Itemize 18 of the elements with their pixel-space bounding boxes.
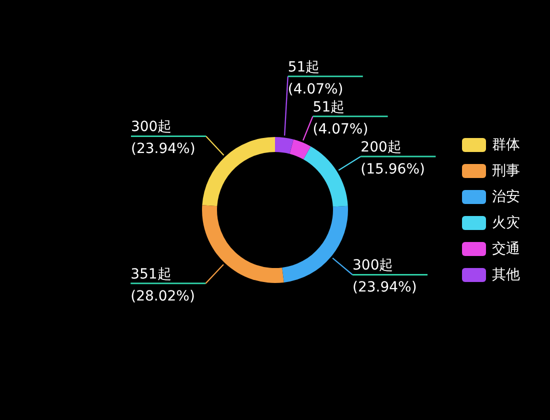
data-label: 351起 (28.02%): [130, 266, 195, 304]
donut-slice: [202, 137, 275, 206]
data-label: 51起 (4.07%): [312, 99, 368, 138]
donut-slice: [290, 139, 311, 160]
legend-label: 刑事: [492, 162, 520, 180]
legend-label: 火灾: [492, 214, 520, 232]
donut-slice: [282, 206, 348, 282]
legend-label: 其他: [492, 266, 520, 284]
legend-label: 交通: [492, 240, 520, 258]
donut-slice: [275, 137, 294, 154]
data-label: 200起 (15.96%): [360, 140, 425, 178]
donut-slice: [202, 205, 284, 283]
data-label: 300起 (23.94%): [130, 119, 196, 158]
data-label: 300起 (23.94%): [352, 258, 417, 296]
legend-label: 群体: [492, 136, 520, 154]
legend-label: 治安: [492, 188, 520, 206]
donut-slice: [303, 146, 348, 207]
data-label: 51起 (4.07%): [288, 59, 344, 98]
